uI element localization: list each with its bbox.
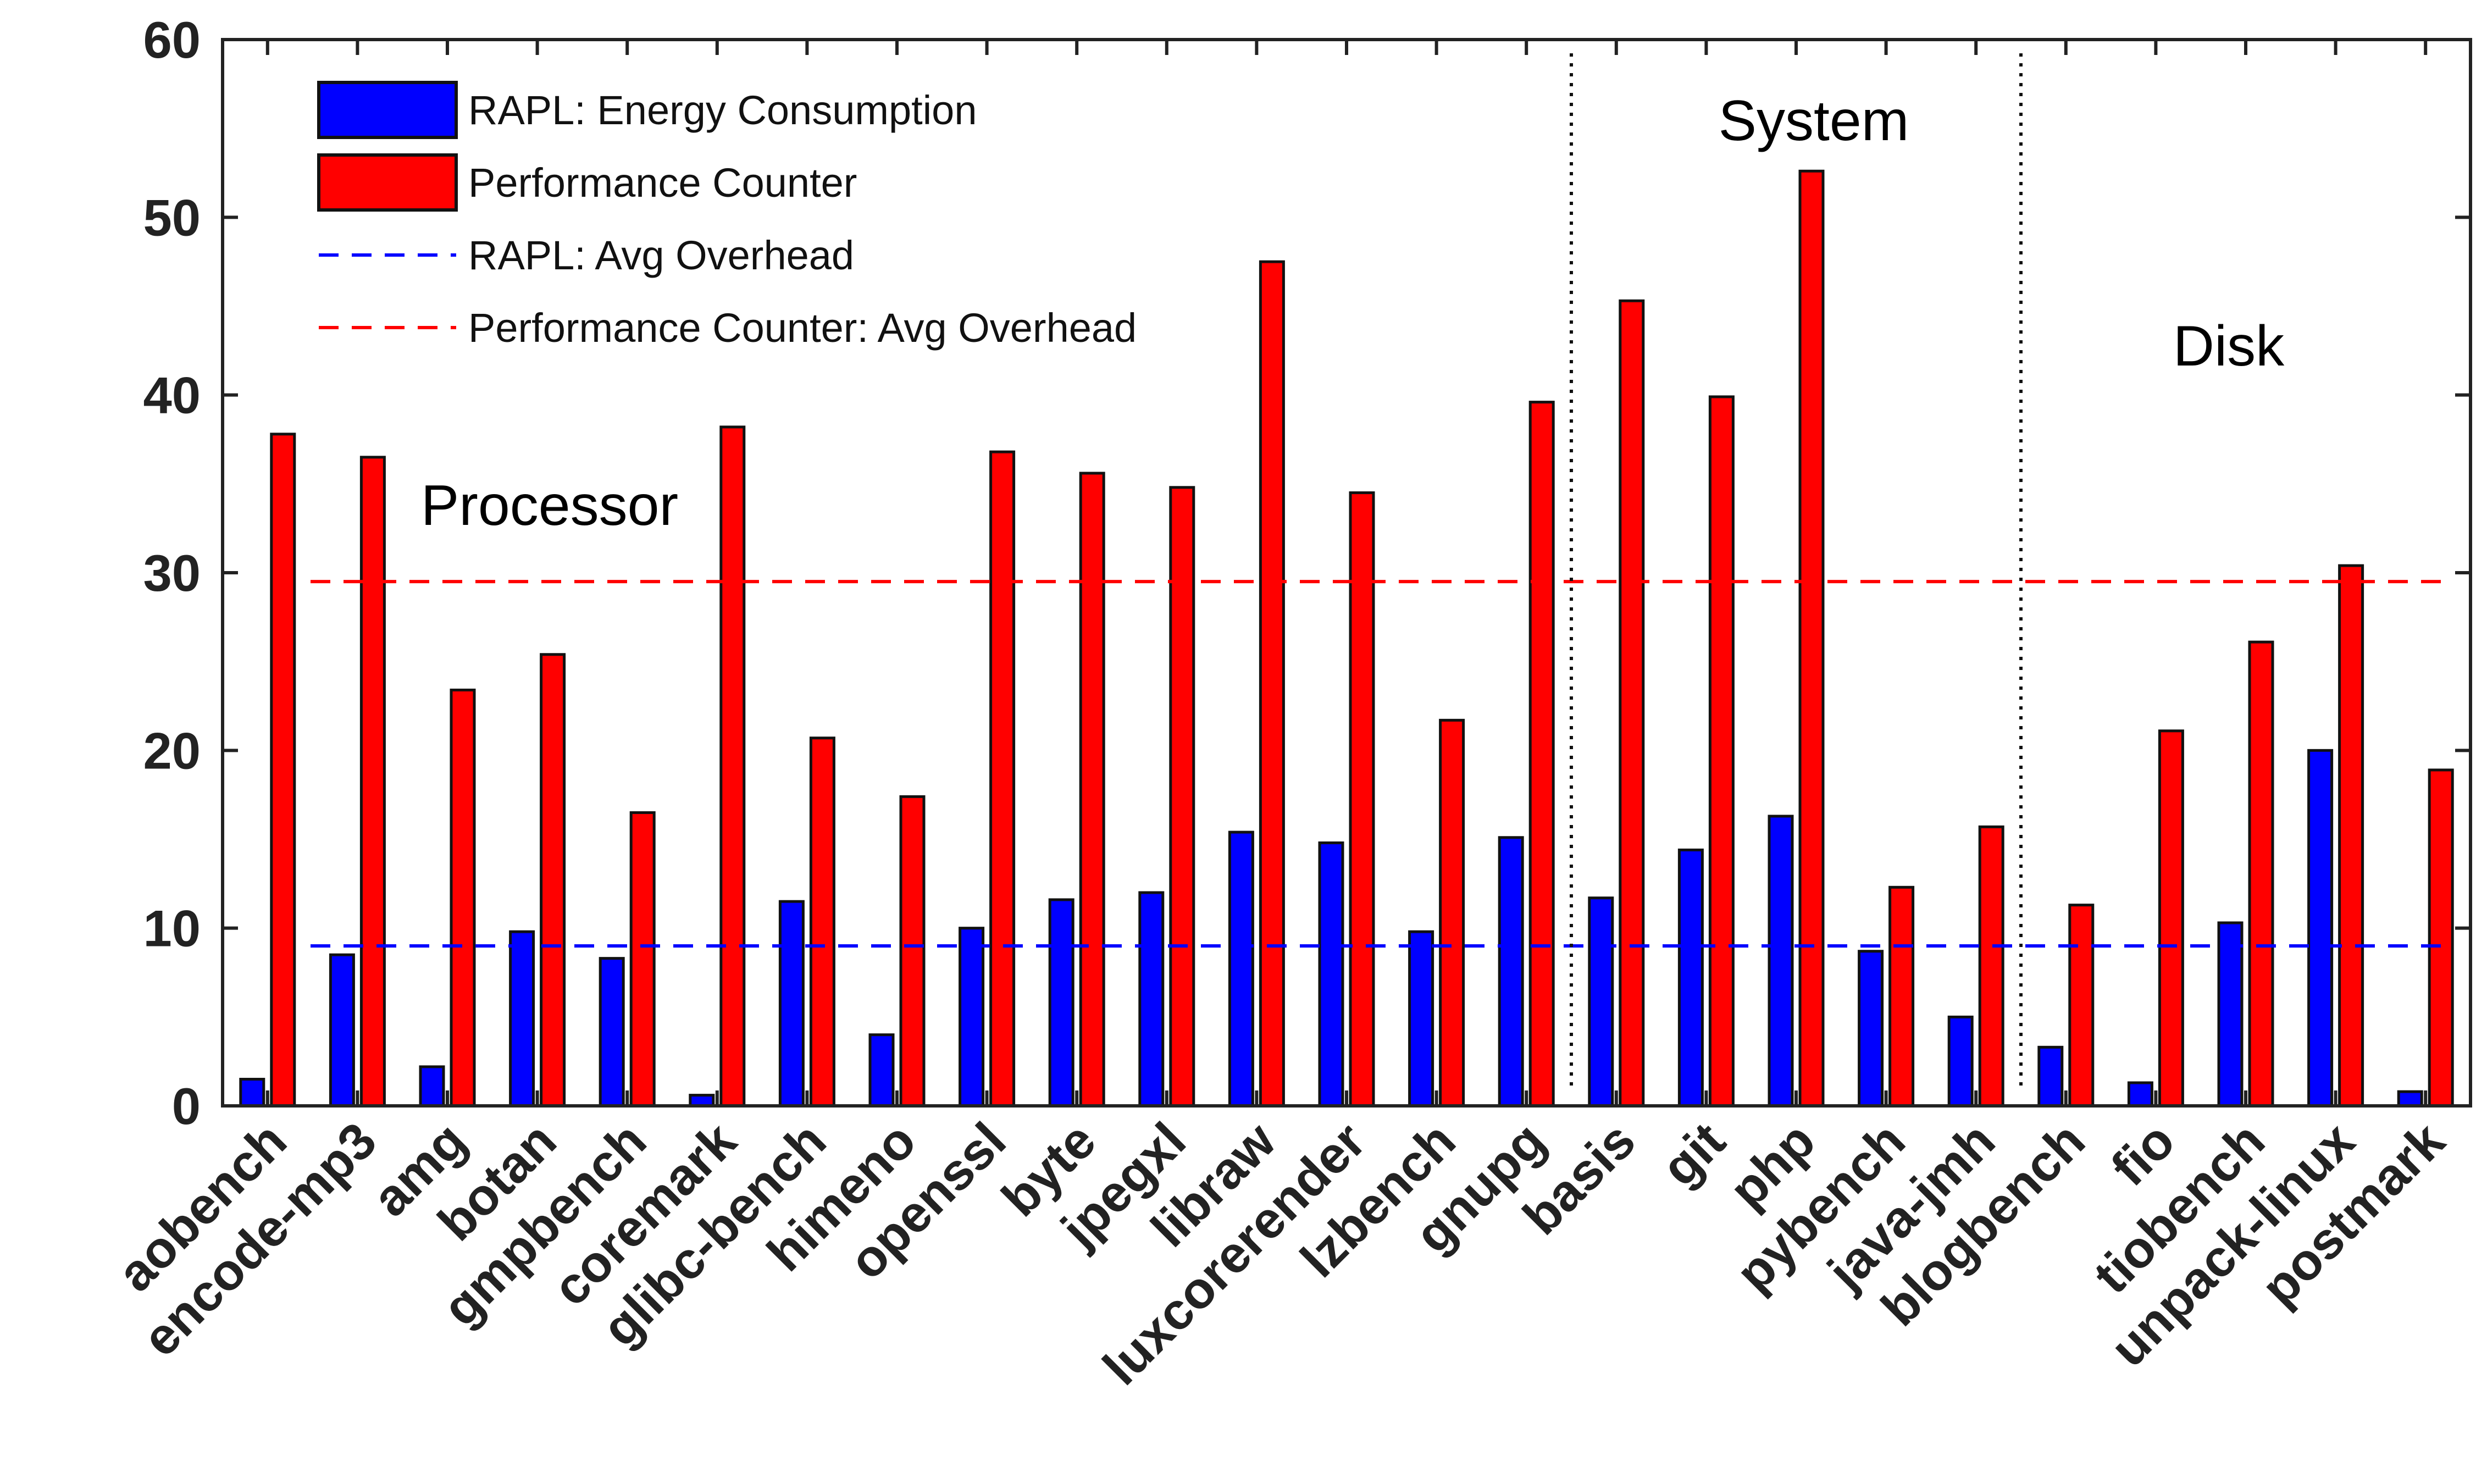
y-tick-label-20: 20 bbox=[143, 722, 201, 779]
legend-label-1: Performance Counter bbox=[468, 160, 857, 206]
bar-rapl-botan bbox=[509, 930, 535, 1108]
region-label-background bbox=[396, 470, 704, 541]
legend-label-0: RAPL: Energy Consumption bbox=[468, 87, 977, 133]
bar-perf-counter-openssl bbox=[989, 450, 1016, 1108]
bar-rapl-unpack-linux bbox=[2307, 749, 2334, 1108]
bars-layer bbox=[239, 169, 2454, 1108]
y-tick-label-60: 60 bbox=[143, 11, 201, 69]
bar-perf-counter-blogbench bbox=[2068, 904, 2095, 1108]
bar-perf-counter-basis bbox=[1619, 299, 1645, 1108]
bar-rapl-openssl bbox=[959, 927, 985, 1108]
bar-perf-counter-lzbench bbox=[1439, 718, 1465, 1108]
bar-rapl-pybench bbox=[1858, 950, 1884, 1108]
bar-rapl-amg bbox=[419, 1065, 445, 1108]
bar-rapl-basis bbox=[1588, 896, 1614, 1108]
bar-rapl-tiobench bbox=[2217, 921, 2244, 1108]
region-labels-layer: Processor System Disk bbox=[396, 89, 2285, 541]
bar-perf-counter-libraw bbox=[1259, 260, 1285, 1108]
legend-label-2: RAPL: Avg Overhead bbox=[468, 232, 854, 278]
bar-perf-counter-luxcorerender bbox=[1349, 491, 1375, 1108]
bar-rapl-encode-mp3 bbox=[329, 953, 355, 1108]
bar-perf-counter-unpack-linux bbox=[2338, 564, 2364, 1108]
bar-perf-counter-php bbox=[1798, 169, 1825, 1108]
bar-rapl-fio bbox=[2127, 1081, 2153, 1108]
bar-rapl-gmpbench bbox=[599, 957, 625, 1108]
reference-lines-layer bbox=[311, 580, 2449, 948]
bar-perf-counter-gnupg bbox=[1528, 401, 1555, 1108]
bar-perf-counter-botan bbox=[540, 653, 566, 1108]
bar-rapl-git bbox=[1677, 848, 1704, 1108]
legend-label-3: Performance Counter: Avg Overhead bbox=[468, 305, 1137, 351]
region-label-disk: Disk bbox=[2173, 314, 2285, 378]
y-tick-label-0: 0 bbox=[172, 1077, 201, 1135]
bar-perf-counter-fio bbox=[2158, 729, 2184, 1108]
region-label-processor: Processor bbox=[421, 474, 678, 538]
bar-perf-counter-glibc-bench bbox=[809, 737, 835, 1108]
bar-rapl-lzbench bbox=[1408, 930, 1434, 1108]
bar-rapl-libraw bbox=[1228, 830, 1254, 1108]
bar-perf-counter-tiobench bbox=[2248, 640, 2274, 1108]
bar-perf-counter-pybench bbox=[1888, 885, 1915, 1108]
bar-rapl-himeno bbox=[868, 1033, 895, 1108]
bar-rapl-jpegxl bbox=[1138, 891, 1165, 1108]
bar-perf-counter-git bbox=[1708, 395, 1735, 1108]
bar-rapl-blogbench bbox=[2037, 1045, 2064, 1108]
bar-rapl-postmark bbox=[2397, 1090, 2423, 1108]
bar-rapl-aobench bbox=[239, 1078, 265, 1108]
legend: RAPL: Energy Consumption Performance Coun… bbox=[317, 81, 1137, 351]
bar-perf-counter-himeno bbox=[899, 795, 926, 1108]
bar-perf-counter-postmark bbox=[2428, 768, 2454, 1108]
bar-perf-counter-gmpbench bbox=[629, 811, 656, 1108]
bar-perf-counter-encode-mp3 bbox=[359, 456, 386, 1108]
bar-rapl-glibc-bench bbox=[778, 900, 805, 1108]
bar-perf-counter-byte bbox=[1079, 472, 1105, 1108]
bar-rapl-java-jmh bbox=[1947, 1015, 1974, 1108]
bar-perf-counter-java-jmh bbox=[1978, 825, 2004, 1108]
bar-perf-counter-aobench bbox=[270, 433, 296, 1108]
bar-perf-counter-coremark bbox=[719, 425, 746, 1108]
bar-rapl-php bbox=[1768, 815, 1794, 1108]
legend-swatch-perf-counter bbox=[317, 153, 458, 212]
y-tick-label-40: 40 bbox=[143, 367, 201, 424]
region-label-system: System bbox=[1719, 89, 1909, 153]
bar-rapl-byte bbox=[1048, 898, 1074, 1108]
bar-rapl-gnupg bbox=[1498, 836, 1524, 1108]
bar-rapl-luxcorerender bbox=[1318, 841, 1344, 1108]
y-tick-label-30: 30 bbox=[143, 544, 201, 602]
bar-perf-counter-amg bbox=[450, 688, 476, 1108]
y-tick-label-10: 10 bbox=[143, 900, 201, 957]
legend-swatch-rapl bbox=[317, 81, 458, 139]
y-tick-label-50: 50 bbox=[143, 189, 201, 246]
